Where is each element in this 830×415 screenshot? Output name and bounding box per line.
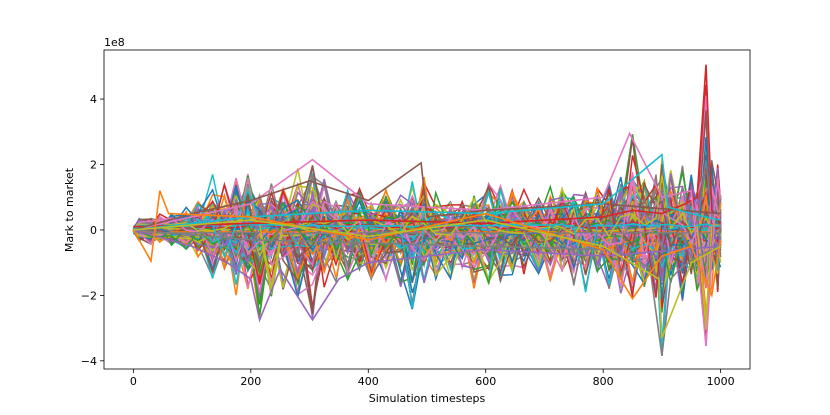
series-line-extreme (133, 131, 722, 347)
series-line-extreme (133, 229, 721, 357)
series-line (133, 183, 721, 266)
series-line-extreme (133, 64, 722, 228)
x-tick-label: 200 (240, 375, 261, 388)
series-line-extreme (132, 190, 722, 301)
series-line-extreme (133, 229, 721, 323)
x-tick-label: 0 (130, 375, 137, 388)
y-axis-label: Mark to market (63, 167, 76, 252)
series-line (133, 187, 721, 256)
y-tick-label: 4 (90, 93, 97, 106)
x-tick-label: 1000 (707, 375, 735, 388)
series-line-extreme (133, 153, 721, 231)
y-tick-label: 0 (90, 224, 97, 237)
series-line (132, 180, 722, 277)
y-tick-label: −2 (81, 289, 97, 302)
y-axis: −4 −2 0 2 4 (81, 93, 104, 368)
x-tick-label: 400 (358, 375, 379, 388)
series-lines (132, 64, 722, 357)
y-scale-label: 1e8 (104, 36, 125, 49)
series-line-extreme (133, 161, 721, 231)
y-tick-label: −4 (81, 355, 97, 368)
x-axis-label: Simulation timesteps (369, 392, 486, 405)
y-tick-label: 2 (90, 159, 97, 172)
x-tick-label: 600 (475, 375, 496, 388)
series-line (132, 221, 722, 342)
x-axis: 0 200 400 600 800 1000 (130, 369, 735, 388)
series-line-extreme (133, 219, 721, 339)
x-tick-label: 800 (593, 375, 614, 388)
plot-frame (103, 49, 751, 370)
